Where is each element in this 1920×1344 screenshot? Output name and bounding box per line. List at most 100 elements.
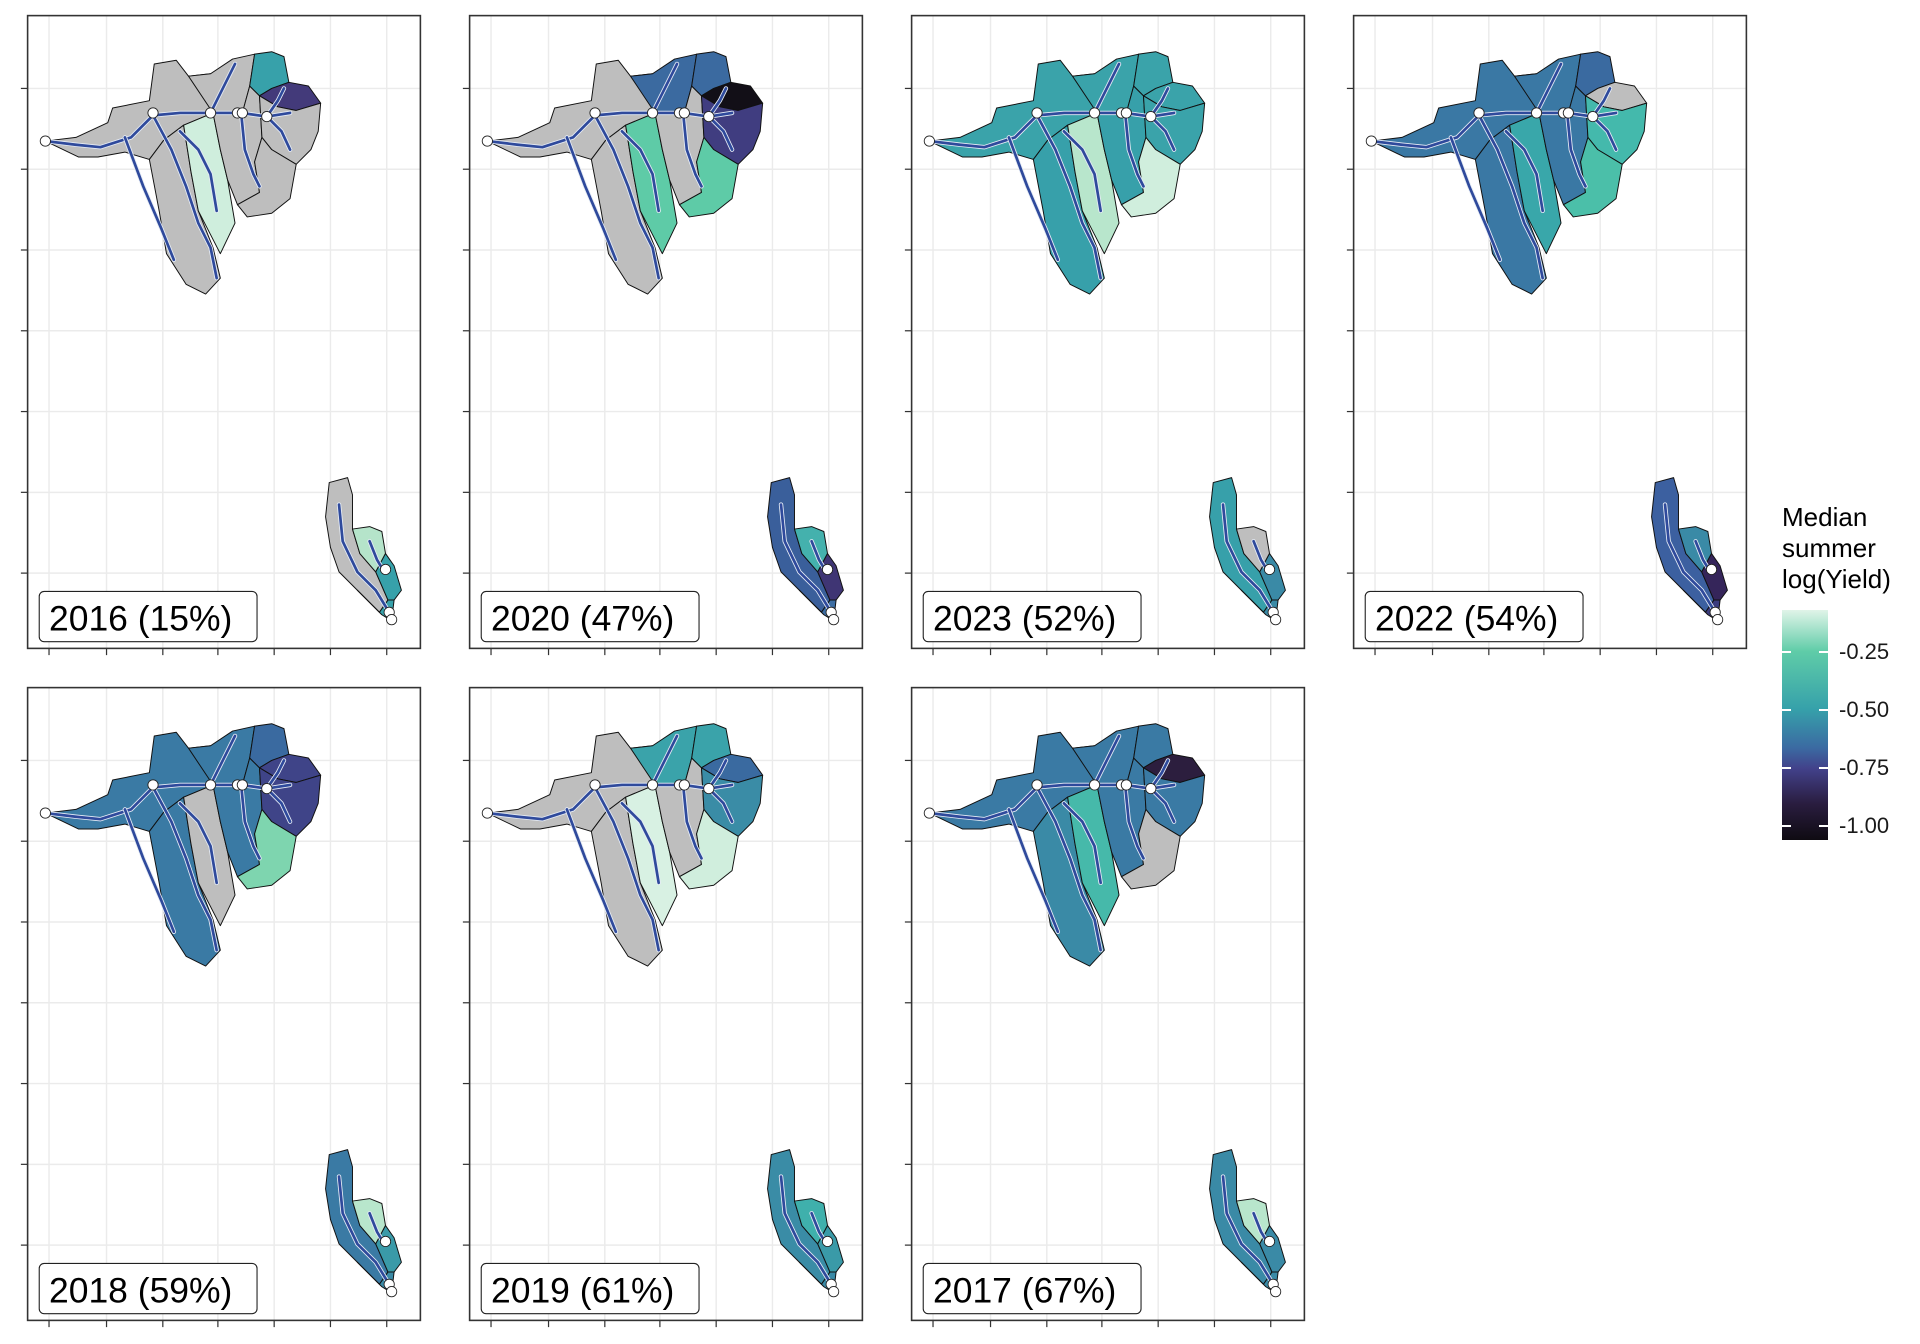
gauge-point <box>828 614 840 626</box>
river-line <box>486 783 734 821</box>
gauge-point <box>1120 107 1132 119</box>
subcatchment-9 <box>1120 808 1181 890</box>
gauge-point <box>828 1286 840 1298</box>
river-line <box>565 808 618 934</box>
colorbar-legend: Median summer log(Yield) -0.25 -0.50 -0.75… <box>1782 502 1920 840</box>
facet-panel-2022: 2022 (54%) <box>1346 14 1748 656</box>
colorbar: -0.25 -0.50 -0.75 -1.00 <box>1782 610 1889 840</box>
gauge-point <box>261 783 273 795</box>
river-line <box>707 115 734 151</box>
river-line <box>337 503 391 614</box>
gauge-point <box>1088 107 1101 119</box>
river-line <box>1149 115 1176 151</box>
river-line <box>1535 62 1563 115</box>
map-panel: 2022 (54%) <box>1346 14 1748 656</box>
facet-label: 2020 (47%) <box>491 599 674 639</box>
river-line <box>1007 136 1060 262</box>
gauge-point <box>1587 111 1599 123</box>
panel-border <box>26 686 422 1322</box>
gauge-point <box>481 807 493 819</box>
gauge-point <box>821 1235 834 1248</box>
legend-title-line: Median <box>1782 502 1868 532</box>
river-line <box>337 1175 391 1286</box>
facet-label: 2019 (61%) <box>491 1271 674 1311</box>
river-line <box>707 87 728 118</box>
subcatchment-9 <box>236 808 297 890</box>
gauge-point <box>379 1235 392 1248</box>
facet-panel-2018: 2018 (59%) <box>20 686 422 1328</box>
gauge-point <box>204 779 217 791</box>
gauge-point <box>386 1286 398 1298</box>
facet-label-box <box>922 1262 1142 1315</box>
river-line <box>265 787 292 823</box>
panel-border <box>468 686 864 1322</box>
map-panel: 2018 (59%) <box>20 686 422 1328</box>
gauge-point <box>1365 135 1377 147</box>
river-line <box>1504 129 1545 213</box>
river-line <box>779 503 833 614</box>
panel-border <box>910 14 1306 650</box>
facet-label: 2023 (52%) <box>933 599 1116 639</box>
subcatchment-2 <box>148 124 221 295</box>
river-line <box>1149 759 1170 790</box>
facet-label-box <box>38 1262 258 1315</box>
map-panel: 2019 (61%) <box>462 686 864 1328</box>
gauge-point <box>678 779 690 791</box>
river-line <box>651 62 679 115</box>
facet-panel-2016: 2016 (15%) <box>20 14 422 656</box>
river-line <box>1062 129 1103 213</box>
river-line <box>1565 111 1587 188</box>
gauge-point <box>1270 1286 1282 1298</box>
river-line <box>265 759 286 790</box>
gauge-point <box>923 807 935 819</box>
river-line <box>265 115 292 151</box>
gauge-point <box>1705 563 1718 576</box>
facet-panel-2019: 2019 (61%) <box>462 686 864 1328</box>
gauge-point <box>147 779 159 791</box>
colorbar-tick-label: -0.75 <box>1839 754 1890 780</box>
river-line <box>565 136 618 262</box>
map-panel: 2016 (15%) <box>20 14 422 656</box>
map-panel: 2020 (47%) <box>462 14 864 656</box>
panel-border <box>1352 14 1748 650</box>
gauge-point <box>386 614 398 626</box>
river-line <box>1123 783 1145 860</box>
facet-label: 2016 (15%) <box>49 599 232 639</box>
river-line <box>486 111 734 149</box>
legend-title: Median summer log(Yield) <box>1782 502 1920 595</box>
river-line <box>1477 114 1545 280</box>
gauge-point <box>1712 614 1724 626</box>
legend-title-line: summer <box>1782 533 1876 563</box>
river-line <box>1093 734 1121 787</box>
gauge-point <box>589 779 601 791</box>
river-line <box>681 111 703 188</box>
river-line <box>681 783 703 860</box>
river-line <box>209 734 237 787</box>
river-line <box>1449 136 1502 262</box>
river-line <box>593 114 661 280</box>
river-line <box>151 114 219 280</box>
gauge-point <box>481 135 493 147</box>
subcatchment-2 <box>1032 796 1105 967</box>
river-line <box>1062 801 1103 885</box>
river-line <box>593 786 661 952</box>
colorbar-tick-label: -1.00 <box>1839 813 1890 839</box>
facet-label-box <box>922 590 1142 643</box>
gauge-point <box>1562 107 1574 119</box>
gauge-point <box>379 563 392 576</box>
gauge-point <box>1263 1235 1276 1248</box>
subcatchment-9 <box>678 136 739 218</box>
gauge-point <box>39 807 51 819</box>
river-line <box>620 129 661 213</box>
gauge-point <box>1031 779 1043 791</box>
legend-title-line: log(Yield) <box>1782 564 1891 594</box>
panel-border <box>26 14 422 650</box>
gauge-point <box>1530 107 1543 119</box>
map-panel: 2023 (52%) <box>904 14 1306 656</box>
river-line <box>1093 62 1121 115</box>
river-line <box>1149 87 1170 118</box>
subcatchment-2 <box>1474 124 1547 295</box>
river-line <box>620 801 661 885</box>
panel-border <box>910 686 1306 1322</box>
river-line <box>178 801 219 885</box>
